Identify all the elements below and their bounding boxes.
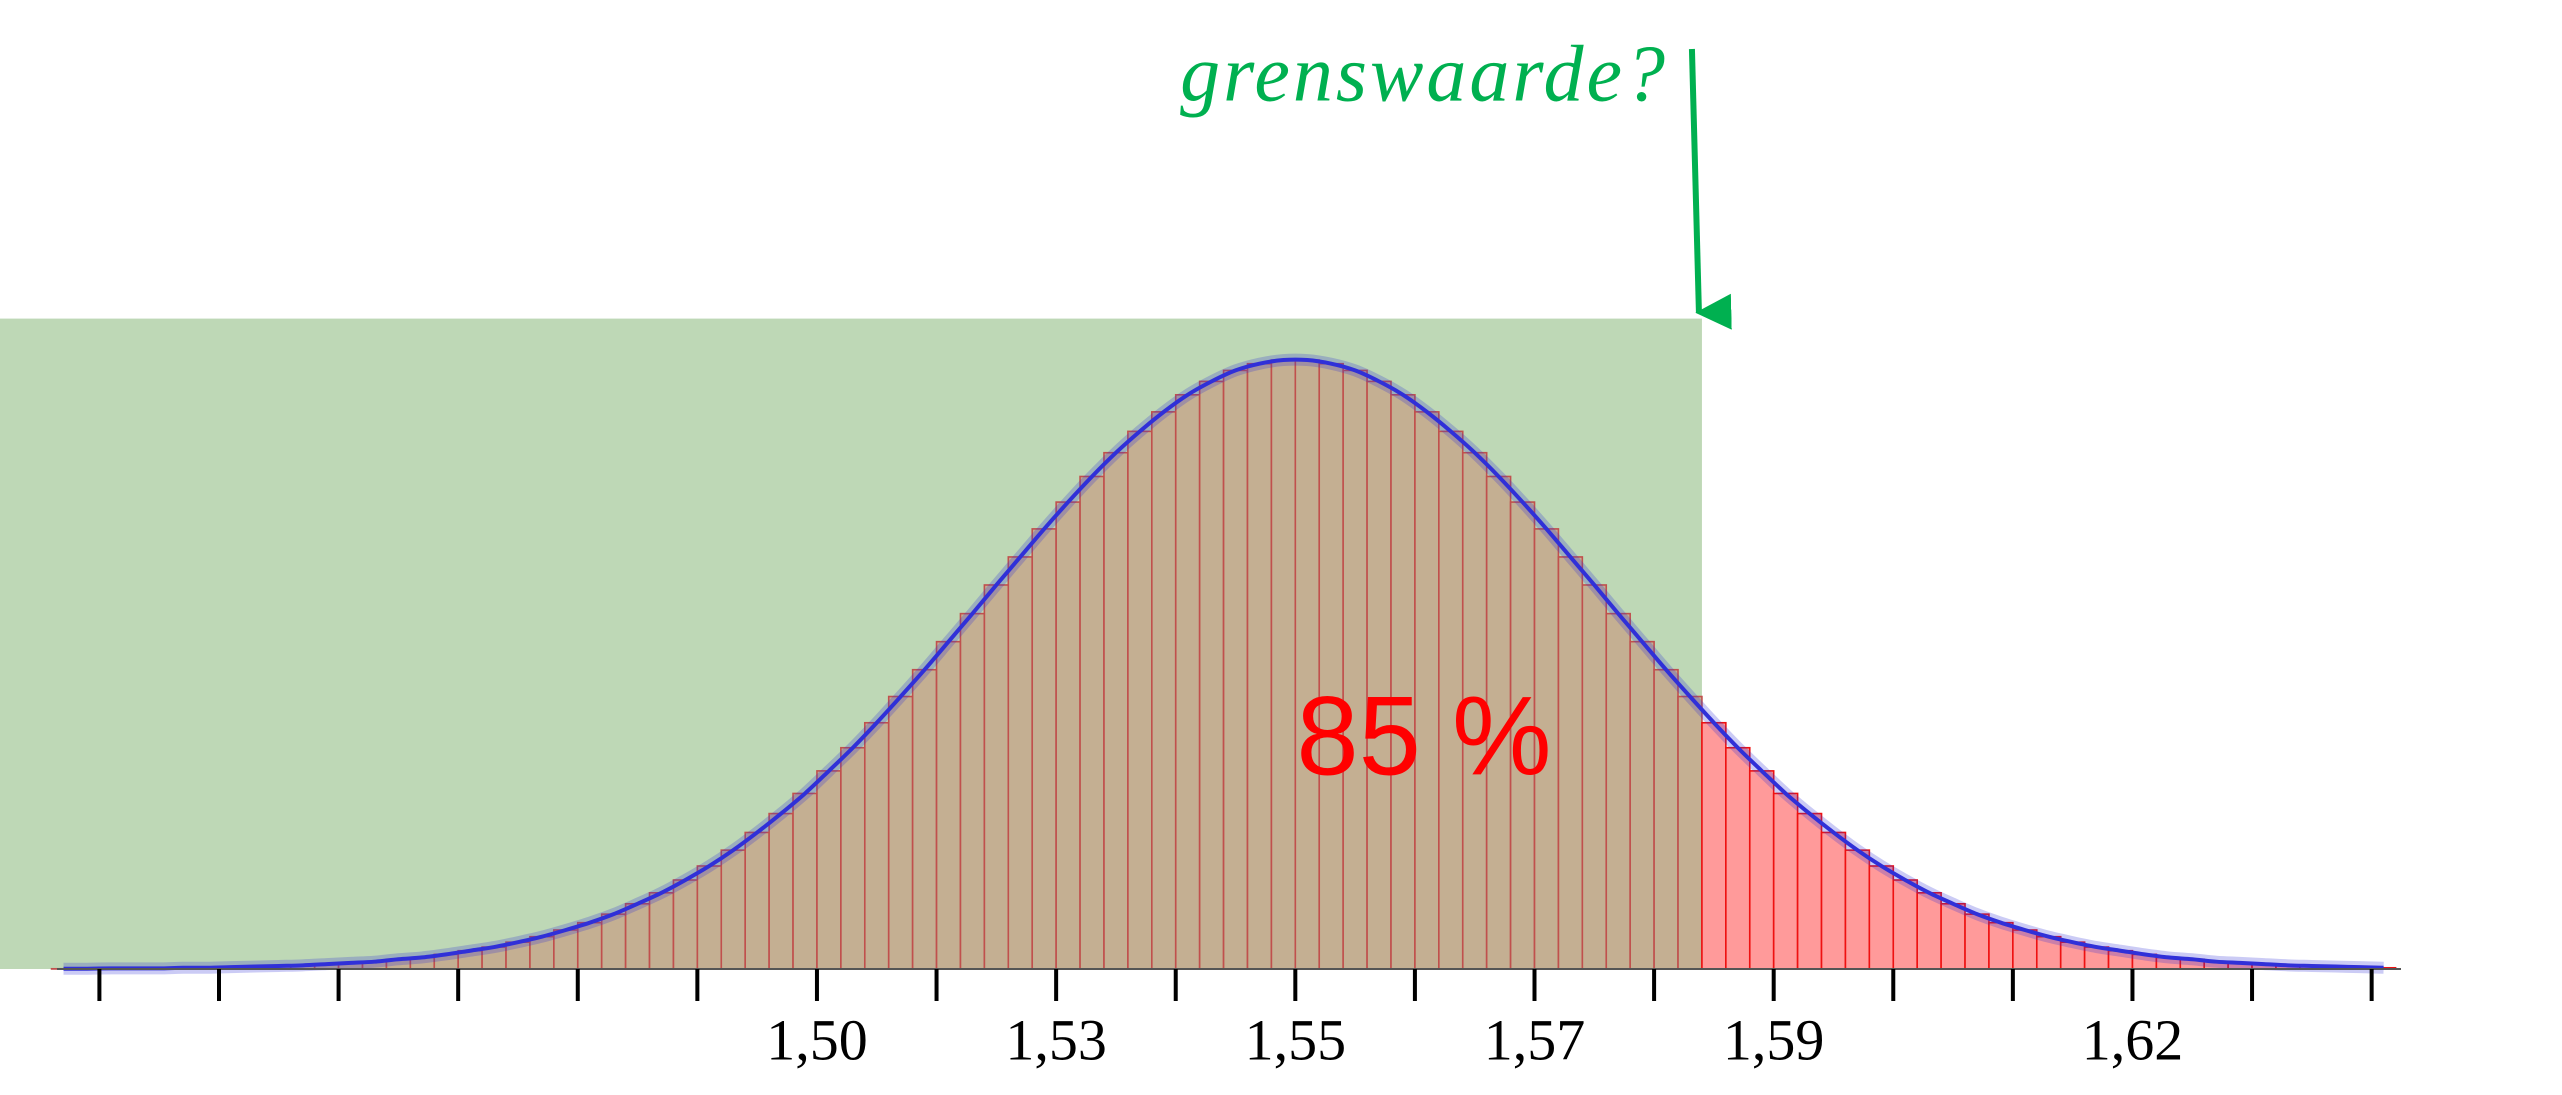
bar	[1246, 362, 1273, 970]
bar	[1796, 812, 1823, 970]
bar	[983, 584, 1010, 970]
bar	[1198, 380, 1225, 970]
bar	[1007, 556, 1034, 970]
bar	[1151, 411, 1177, 970]
x-tick-label: 1,50	[766, 1007, 868, 1072]
bar	[1127, 430, 1153, 970]
x-tick-label: 1,55	[1245, 1007, 1347, 1072]
bar	[911, 668, 938, 970]
bar	[1294, 359, 1321, 970]
bar	[887, 695, 914, 970]
bar	[1653, 668, 1679, 970]
region-label: 85 %	[1296, 674, 1551, 799]
bar	[1103, 451, 1129, 970]
bar	[1342, 369, 1368, 970]
bar	[1318, 362, 1344, 970]
bar	[1892, 879, 1918, 970]
x-tick-label: 1,62	[2082, 1007, 2184, 1072]
bar	[1605, 612, 1631, 970]
bar	[1701, 721, 1727, 970]
bar	[792, 792, 818, 970]
bar	[1079, 475, 1105, 970]
bar	[1844, 849, 1871, 970]
x-tick-label: 1,59	[1723, 1007, 1825, 1072]
bar	[1581, 584, 1608, 970]
threshold-label: grenswaarde?	[1180, 30, 1668, 118]
x-tick-label: 1,57	[1484, 1007, 1586, 1072]
bar	[1055, 501, 1081, 970]
bar	[816, 770, 842, 970]
density-curve	[63, 357, 2384, 971]
bar	[1868, 865, 1895, 970]
bar	[1557, 556, 1584, 970]
bar	[672, 879, 699, 970]
bar	[648, 892, 675, 970]
bar	[1222, 369, 1249, 970]
bar	[1916, 892, 1942, 970]
bar	[1725, 746, 1751, 970]
bar	[1270, 359, 1297, 970]
bar	[1629, 640, 1655, 970]
bar	[720, 849, 746, 970]
bar	[1772, 792, 1799, 970]
bar	[1820, 831, 1847, 970]
bar	[1677, 695, 1703, 970]
bar	[863, 721, 890, 970]
x-tick-label: 1,53	[1005, 1007, 1107, 1072]
bar	[744, 831, 770, 970]
bar	[1174, 393, 1201, 970]
threshold-arrow	[1688, 48, 1732, 330]
bar	[1031, 528, 1057, 970]
bar	[1748, 770, 1775, 970]
bar	[696, 865, 723, 970]
bar	[935, 640, 962, 970]
bar	[959, 612, 986, 970]
bar	[768, 812, 794, 970]
bar	[840, 746, 866, 970]
